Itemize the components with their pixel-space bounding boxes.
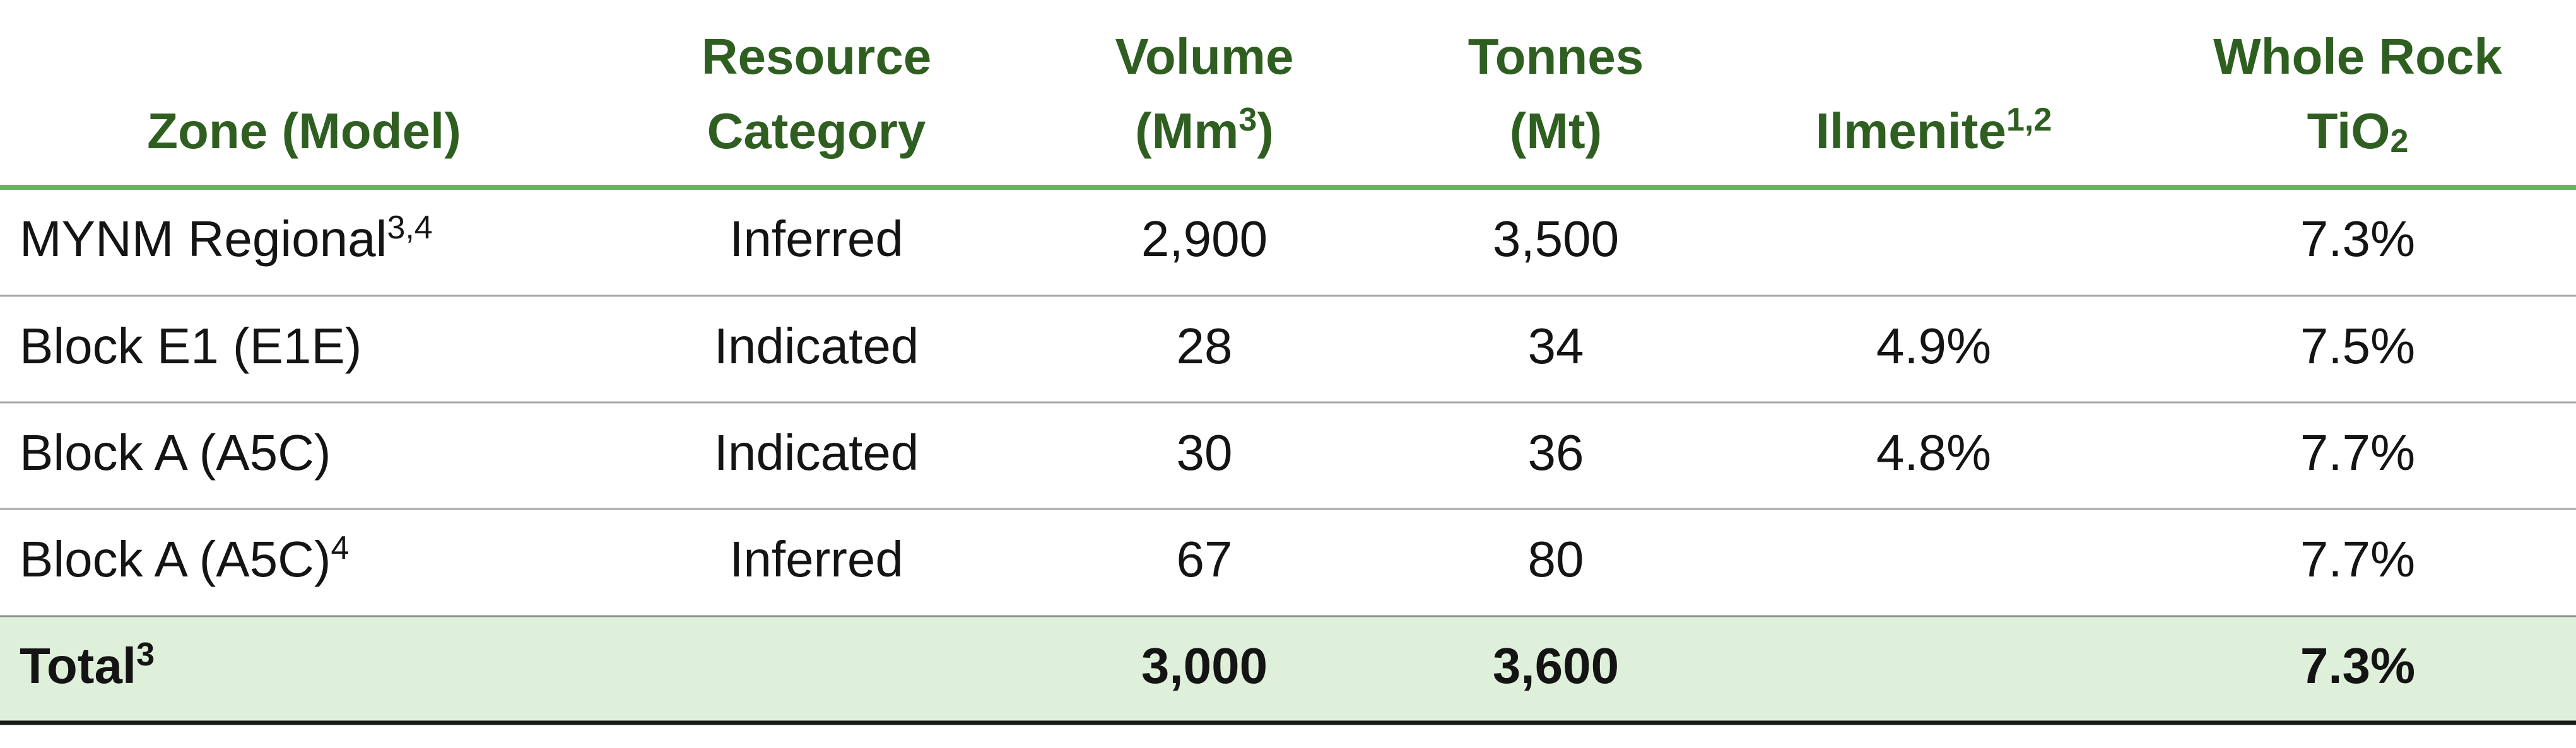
column-header-text: Whole Rock [2213, 28, 2502, 85]
table-cell: 7.7% [2300, 531, 2415, 587]
total-cell: 7.3% [2300, 638, 2415, 694]
column-header: Resource [702, 28, 932, 85]
row-label: Block A (A5C)4 [20, 530, 349, 587]
table-cell: Indicated [714, 318, 919, 374]
total-row-background [0, 616, 2576, 723]
table-cell: Indicated [714, 424, 919, 481]
table-cell: 80 [1528, 531, 1584, 587]
total-cell: 3,000 [1141, 638, 1267, 694]
table-cell: 67 [1177, 531, 1233, 587]
column-header-text: ) [1257, 103, 1274, 159]
table-cell: 7.3% [2300, 211, 2415, 267]
table-cell: 34 [1528, 318, 1584, 374]
column-header-text: TiO [2307, 103, 2391, 159]
row-label: Block E1 (E1E) [20, 318, 362, 374]
column-header: Category [707, 103, 926, 159]
column-header-text: Resource [702, 28, 932, 85]
row-label-superscript: 4 [331, 530, 350, 566]
column-header: Ilmenite1,2 [1816, 102, 2052, 159]
table-cell: 7.5% [2300, 318, 2415, 374]
total-label-superscript: 3 [136, 636, 155, 673]
table-cell: 3,500 [1493, 211, 1619, 267]
row-label: MYNM Regional3,4 [20, 209, 433, 267]
column-header-subscript: 2 [2390, 123, 2408, 160]
table-cell: Inferred [729, 531, 903, 587]
table-cell: Inferred [729, 211, 903, 267]
total-label-text: Total [20, 638, 136, 694]
column-header-superscript: 1,2 [2006, 102, 2052, 138]
table-cell: 7.7% [2300, 424, 2415, 481]
row-label-superscript: 3,4 [387, 209, 432, 246]
column-header-text: Tonnes [1468, 28, 1644, 85]
column-header-text: Zone (Model) [147, 103, 461, 159]
column-header: (Mt) [1510, 103, 1603, 159]
column-header: (Mm3) [1135, 102, 1274, 159]
column-header-text: (Mm [1135, 103, 1238, 159]
column-header-text: Ilmenite [1816, 103, 2006, 159]
column-header-text: Volume [1115, 28, 1293, 85]
column-header: Zone (Model) [147, 103, 461, 159]
table-cell: 4.9% [1876, 318, 1991, 374]
column-header-text: Category [707, 103, 926, 159]
table-cell: 28 [1177, 318, 1233, 374]
table-cell: 2,900 [1141, 211, 1267, 267]
row-label: Block A (A5C) [20, 424, 331, 481]
row-label-text: MYNM Regional [20, 211, 387, 267]
column-header: Whole Rock [2213, 28, 2502, 85]
total-label: Total3 [20, 636, 155, 694]
column-header-text: (Mt) [1510, 103, 1603, 159]
column-header-superscript: 3 [1238, 102, 1257, 138]
row-label-text: Block A (A5C) [20, 531, 331, 587]
total-cell: 3,600 [1493, 638, 1619, 694]
table-cell: 36 [1528, 424, 1584, 481]
table-cell: 4.8% [1876, 424, 1991, 481]
table-cell: 30 [1177, 424, 1233, 481]
column-header: TiO2 [2307, 103, 2409, 160]
column-header: Volume [1115, 28, 1293, 85]
table-content: Zone (Model)ResourceCategoryVolume(Mm3)T… [20, 28, 2502, 694]
column-header: Tonnes [1468, 28, 1644, 85]
